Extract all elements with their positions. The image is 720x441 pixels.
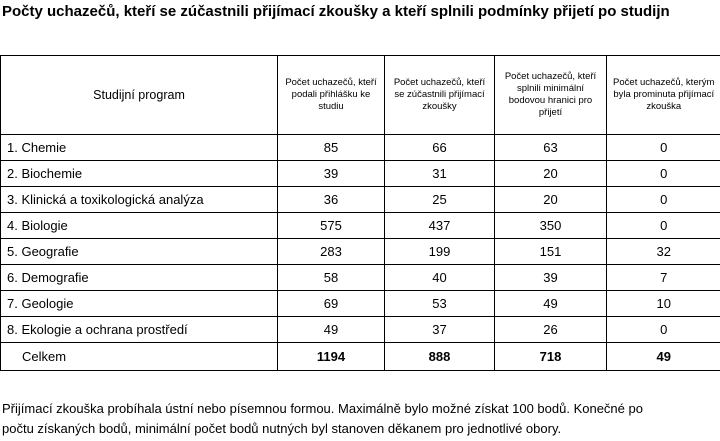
applicants-cell: 85	[277, 134, 385, 161]
exam-waived-cell: 0	[606, 316, 720, 343]
program-name-cell: 8. Ekologie a ochrana prostředí	[0, 316, 278, 343]
footnote: Přijímací zkouška probíhala ústní nebo p…	[2, 399, 643, 439]
total-exam-waived: 49	[606, 342, 720, 371]
passed-minimum-cell: 350	[494, 212, 607, 239]
passed-minimum-cell: 49	[494, 290, 607, 317]
table-row: 2. Biochemie 39 31 20 0	[0, 160, 720, 187]
passed-minimum-cell: 26	[494, 316, 607, 343]
applicants-cell: 36	[277, 186, 385, 213]
participants-cell: 37	[384, 316, 495, 343]
participants-cell: 40	[384, 264, 495, 291]
column-header-applicants: Počet uchazečů, kteří podali přihlášku k…	[277, 55, 385, 135]
exam-waived-cell: 0	[606, 134, 720, 161]
passed-minimum-cell: 63	[494, 134, 607, 161]
footnote-line-1: Přijímací zkouška probíhala ústní nebo p…	[2, 401, 643, 416]
passed-minimum-cell: 39	[494, 264, 607, 291]
participants-cell: 25	[384, 186, 495, 213]
table-row: 8. Ekologie a ochrana prostředí 49 37 26…	[0, 316, 720, 343]
exam-waived-cell: 7	[606, 264, 720, 291]
program-name-cell: 6. Demografie	[0, 264, 278, 291]
program-name-cell: 3. Klinická a toxikologická analýza	[0, 186, 278, 213]
participants-cell: 199	[384, 238, 495, 265]
column-header-exam-waived: Počet uchazečů, kterým byla prominuta př…	[606, 55, 720, 135]
footnote-line-2: počtu získaných bodů, minimální počet bo…	[2, 421, 562, 436]
exam-waived-cell: 0	[606, 186, 720, 213]
column-header-passed-minimum: Počet uchazečů, kteří splnili minimální …	[494, 55, 607, 135]
total-applicants: 1194	[277, 342, 385, 371]
participants-cell: 53	[384, 290, 495, 317]
table-row: 4. Biologie 575 437 350 0	[0, 212, 720, 239]
table-row: 7. Geologie 69 53 49 10	[0, 290, 720, 317]
applicants-cell: 49	[277, 316, 385, 343]
program-name-cell: 2. Biochemie	[0, 160, 278, 187]
column-header-participants: Počet uchazečů, kteří se zúčastnili přij…	[384, 55, 495, 135]
applicants-cell: 39	[277, 160, 385, 187]
program-name-cell: 7. Geologie	[0, 290, 278, 317]
exam-waived-cell: 0	[606, 160, 720, 187]
exam-waived-cell: 10	[606, 290, 720, 317]
program-name-cell: 4. Biologie	[0, 212, 278, 239]
participants-cell: 31	[384, 160, 495, 187]
program-name-cell: 1. Chemie	[0, 134, 278, 161]
admissions-table: Studijní program Počet uchazečů, kteří p…	[0, 55, 720, 371]
applicants-cell: 283	[277, 238, 385, 265]
passed-minimum-cell: 151	[494, 238, 607, 265]
total-passed-minimum: 718	[494, 342, 607, 371]
applicants-cell: 58	[277, 264, 385, 291]
applicants-cell: 69	[277, 290, 385, 317]
program-name-cell: 5. Geografie	[0, 238, 278, 265]
page-title: Počty uchazečů, kteří se zúčastnili přij…	[2, 3, 670, 20]
exam-waived-cell: 0	[606, 212, 720, 239]
table-row: 5. Geografie 283 199 151 32	[0, 238, 720, 265]
table-row: 1. Chemie 85 66 63 0	[0, 134, 720, 161]
participants-cell: 437	[384, 212, 495, 239]
total-row: Celkem 1194 888 718 49	[0, 342, 720, 371]
column-header-program: Studijní program	[0, 55, 278, 135]
table-row: 6. Demografie 58 40 39 7	[0, 264, 720, 291]
total-participants: 888	[384, 342, 495, 371]
exam-waived-cell: 32	[606, 238, 720, 265]
total-label: Celkem	[0, 342, 278, 371]
applicants-cell: 575	[277, 212, 385, 239]
table-header-row: Studijní program Počet uchazečů, kteří p…	[0, 55, 720, 135]
passed-minimum-cell: 20	[494, 186, 607, 213]
table-row: 3. Klinická a toxikologická analýza 36 2…	[0, 186, 720, 213]
participants-cell: 66	[384, 134, 495, 161]
passed-minimum-cell: 20	[494, 160, 607, 187]
